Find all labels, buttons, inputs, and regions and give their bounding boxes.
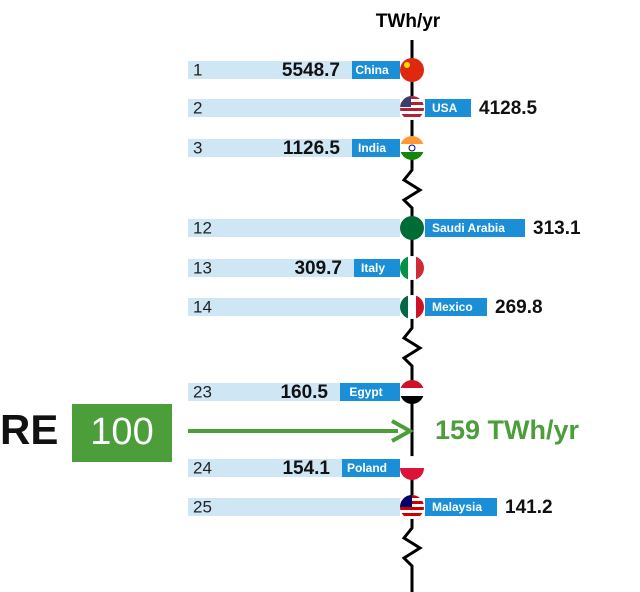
flag [400, 295, 424, 319]
rank: 3 [193, 138, 202, 157]
flag-part [400, 388, 424, 396]
row-bar [188, 259, 400, 277]
value: 313.1 [533, 218, 581, 239]
row: 1 China 5548.7 [188, 58, 424, 82]
country-box [425, 219, 525, 237]
row: 23 Egypt 160.5 [188, 380, 424, 404]
row-bar [188, 298, 400, 316]
flag-part [400, 136, 424, 144]
re100-prefix: RE [0, 406, 58, 453]
value: 154.1 [282, 458, 330, 479]
value: 160.5 [280, 382, 328, 403]
flag [400, 380, 424, 404]
flag-part [400, 295, 408, 319]
flag [400, 216, 424, 240]
flag [400, 96, 424, 120]
country-label: Egypt [349, 385, 382, 399]
flag-part [400, 102, 424, 105]
flag-part [400, 507, 424, 510]
country-label: Mexico [432, 300, 473, 314]
spine [401, 40, 423, 592]
value: 5548.7 [282, 60, 340, 81]
flag-part [400, 58, 424, 82]
row-bar [188, 498, 400, 516]
rank: 12 [193, 218, 212, 237]
row: 13 Italy 309.7 [188, 256, 424, 280]
row: 2 USA 4128.5 [188, 96, 538, 120]
country-box [425, 298, 487, 316]
flag-part [400, 144, 424, 152]
country-label: Poland [347, 461, 387, 475]
flag-part [400, 152, 424, 160]
flag [400, 495, 424, 519]
flag-part [416, 256, 424, 280]
row-bar [188, 61, 400, 79]
flag-part [400, 216, 424, 240]
country-label: Malaysia [432, 500, 482, 514]
flag-part [408, 295, 416, 319]
flag-wheel [408, 144, 416, 152]
row: 25 Malaysia 141.2 [188, 495, 553, 519]
value: 1126.5 [283, 138, 340, 159]
flag-part [400, 456, 424, 468]
country-label: India [358, 141, 386, 155]
rank: 13 [193, 258, 212, 277]
country-box [425, 498, 497, 516]
flag-part [408, 256, 416, 280]
row-bar [188, 219, 400, 237]
rank: 1 [193, 60, 202, 79]
row: 12 Saudi Arabia 313.1 [188, 216, 581, 240]
flag-part [400, 96, 424, 99]
rank: 25 [193, 497, 212, 516]
row-bar [188, 139, 400, 157]
row: 3 India 1126.5 [188, 136, 424, 160]
flag-part [400, 108, 424, 111]
re100-box [72, 404, 172, 462]
country-box [342, 459, 400, 477]
country-box [354, 259, 400, 277]
rank: 23 [193, 382, 212, 401]
country-label: Saudi Arabia [432, 221, 505, 235]
flag [400, 256, 424, 280]
flag [400, 456, 424, 480]
rank: 14 [193, 297, 212, 316]
country-box [425, 99, 471, 117]
flag-part [400, 256, 408, 280]
flag-part [400, 495, 412, 507]
country-box [340, 383, 400, 401]
row: 24 Poland 154.1 [188, 456, 424, 480]
flag-part [416, 295, 424, 319]
spine-line [401, 40, 423, 592]
unit-header: TWh/yr [376, 11, 441, 32]
flag-part [400, 380, 424, 388]
value: 141.2 [505, 497, 553, 518]
flag [400, 58, 424, 82]
flag-part [400, 396, 424, 404]
row-bar [188, 99, 400, 117]
value: 309.7 [294, 258, 342, 279]
flag [400, 136, 424, 160]
country-label: Italy [361, 261, 385, 275]
re100-number: 100 [90, 411, 153, 453]
rows: 1 China 5548.7 2 USA 4128.5 3 India 1126.5 12 Saud… [188, 58, 581, 519]
flag-star [404, 62, 410, 68]
country-label: China [355, 63, 389, 77]
rank: 2 [193, 98, 202, 117]
flag-part [400, 96, 411, 107]
arrow-head [391, 419, 415, 443]
country-box [352, 61, 400, 79]
flag-part [400, 513, 424, 516]
country-box [352, 139, 400, 157]
re100-consumption: 159 TWh/yr [435, 415, 580, 445]
row: 14 Mexico 269.8 [188, 295, 543, 319]
value: 4128.5 [479, 98, 538, 119]
rank: 24 [193, 458, 212, 477]
value: 269.8 [495, 297, 543, 318]
flag-part [400, 114, 424, 117]
country-label: USA [432, 101, 458, 115]
flag-part [400, 468, 424, 480]
